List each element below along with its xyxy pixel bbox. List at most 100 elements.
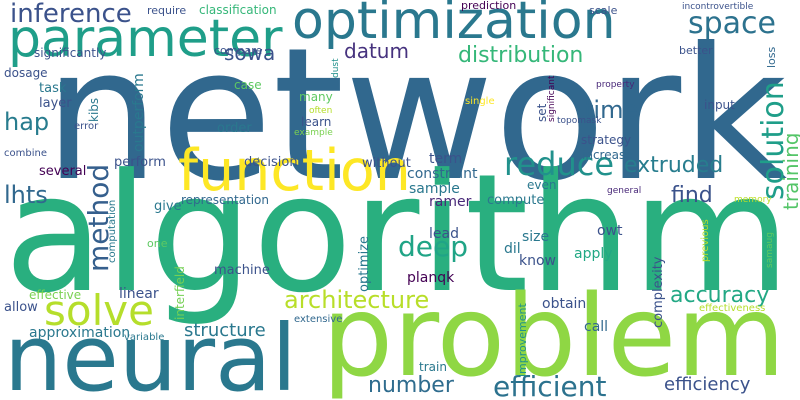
word: error	[74, 121, 99, 132]
word: general	[607, 186, 641, 196]
word: datum	[344, 39, 409, 63]
word: lhts	[4, 181, 48, 209]
word: extensive	[294, 314, 342, 325]
word: scale	[589, 4, 618, 17]
word: extruded	[624, 153, 723, 178]
word: many	[299, 90, 333, 104]
word: property	[596, 80, 635, 90]
word: several	[39, 164, 86, 179]
word: layer	[39, 96, 72, 111]
word: effectiveness	[699, 303, 765, 314]
word: parameter	[8, 9, 283, 69]
word: method	[82, 164, 115, 272]
word: optimize	[357, 236, 372, 292]
word: distribution	[458, 43, 583, 68]
word: problem	[322, 272, 785, 400]
word: incontrovertible	[682, 2, 754, 12]
word: significantly	[34, 46, 106, 60]
word: term	[429, 151, 462, 167]
word: hap	[4, 108, 49, 136]
word: train	[419, 360, 447, 374]
word: prediction	[461, 0, 516, 12]
word: complexity	[651, 256, 666, 328]
word: set	[535, 103, 549, 122]
word: obtain	[542, 296, 586, 312]
word: computation	[107, 200, 118, 263]
word: solve	[44, 286, 154, 335]
word: samaug	[765, 232, 775, 268]
word: efficiency	[664, 374, 751, 395]
word: know	[519, 253, 556, 269]
word: task	[39, 81, 67, 96]
word: variable	[124, 332, 164, 343]
word: give	[154, 199, 182, 214]
word: effective	[29, 288, 81, 302]
word: classification	[199, 3, 277, 17]
word: size	[522, 229, 549, 245]
word: sample	[409, 181, 460, 197]
word: efficient	[493, 370, 606, 400]
word: interfield	[173, 266, 187, 320]
word: ramer	[429, 194, 472, 210]
word: order	[217, 121, 252, 136]
word: topomask	[557, 116, 602, 126]
word: approximation	[29, 325, 130, 341]
word: previous	[700, 219, 711, 262]
word: deep	[398, 230, 468, 263]
word: dosage	[4, 66, 48, 80]
word: training	[779, 133, 800, 210]
word: structure	[184, 320, 266, 341]
word: apply	[574, 246, 613, 262]
word: single	[465, 96, 495, 107]
word: representation	[181, 193, 269, 207]
word: find	[671, 183, 713, 208]
word: sowa	[224, 41, 275, 65]
word: machine	[214, 263, 270, 278]
word: require	[147, 4, 186, 17]
word: planqk	[407, 270, 455, 286]
word: optimization	[292, 0, 616, 51]
word: owt	[597, 223, 623, 239]
word: lead	[429, 226, 459, 242]
word: often	[309, 106, 332, 116]
word: without	[362, 156, 411, 171]
word: memory	[734, 195, 772, 205]
word: linear	[119, 286, 159, 302]
word: decision	[244, 155, 298, 170]
word: network	[44, 9, 787, 222]
word: call	[584, 319, 608, 335]
word: compute	[487, 193, 544, 208]
word: loss	[765, 46, 778, 68]
word: architecture	[284, 286, 429, 314]
word: accuracy	[670, 283, 769, 308]
word: improvement	[516, 303, 529, 377]
word: kibs	[87, 98, 101, 122]
word: case	[234, 78, 262, 92]
word: inference	[10, 0, 132, 29]
word: learn	[301, 115, 331, 129]
word: compare	[214, 44, 262, 57]
word: input	[704, 98, 735, 112]
word: allow	[4, 300, 38, 315]
word: perform	[114, 155, 166, 170]
word: neural	[4, 305, 297, 400]
word: outperform	[131, 73, 147, 152]
word: constraint	[407, 166, 478, 182]
word: reduce	[504, 145, 614, 183]
word: increase	[582, 148, 633, 162]
word: algorithm	[4, 140, 791, 329]
word: better	[679, 44, 713, 57]
word: strategy	[581, 133, 631, 147]
word: example	[294, 128, 333, 138]
word: dust	[331, 58, 341, 78]
word: number	[368, 373, 455, 398]
word: space	[688, 6, 776, 41]
word: time	[584, 96, 638, 124]
word: function	[178, 138, 411, 204]
word: one	[147, 237, 168, 250]
word: significant	[547, 75, 557, 122]
word: solution	[756, 81, 791, 200]
